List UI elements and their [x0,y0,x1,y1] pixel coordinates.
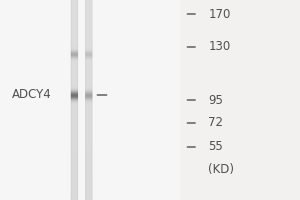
Text: (KD): (KD) [208,162,235,176]
Text: ADCY4: ADCY4 [12,88,52,102]
Text: 55: 55 [208,140,223,154]
Text: 72: 72 [208,116,224,130]
Text: 130: 130 [208,40,231,53]
Text: 170: 170 [208,7,231,21]
Text: 95: 95 [208,94,224,106]
